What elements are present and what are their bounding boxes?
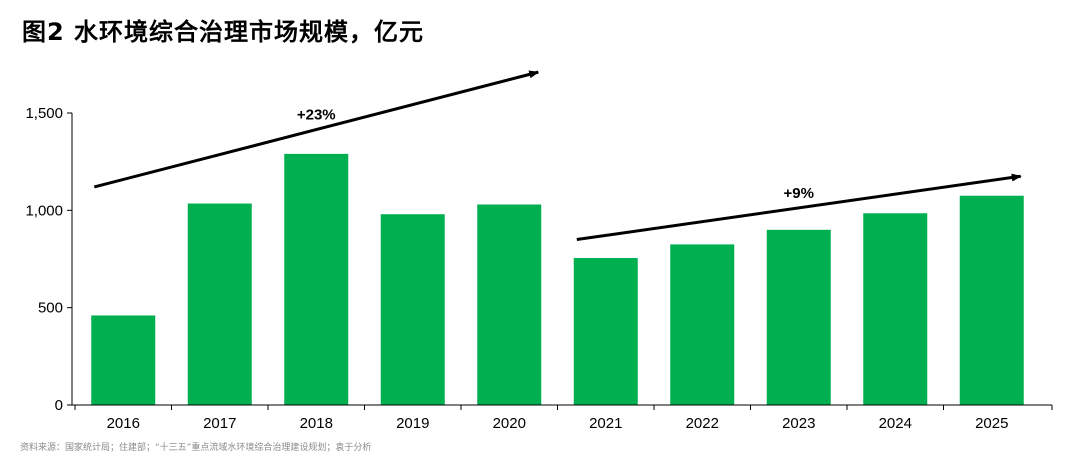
bar-2019 [380,214,445,405]
y-tick-label: 0 [55,397,63,414]
x-tick-label: 2018 [300,415,333,432]
x-tick-label: 2023 [782,415,815,432]
x-tick-label: 2020 [493,415,526,432]
trend-arrow-1 [93,70,540,189]
bar-2022 [670,244,735,405]
bar-2024 [863,213,928,405]
bar-2017 [187,203,252,405]
annotations-group: +23% +9% [93,70,1022,242]
x-tick-label: 2022 [686,415,719,432]
x-tick-label: 2019 [396,415,429,432]
y-tick-label: 1,500 [25,105,63,122]
chart-title: 图2 水环境综合治理市场规模，亿元 [22,18,425,46]
x-tick-label: 2025 [975,415,1008,432]
bar-2025 [959,195,1024,405]
bar-2021 [573,258,638,405]
bar-2020 [477,204,542,405]
x-tick-label: 2016 [107,415,140,432]
x-tick-label: 2017 [203,415,236,432]
y-tick-label: 1,000 [25,202,63,219]
bars-group [91,153,1024,405]
bar-2023 [766,229,831,405]
x-tick-label: 2021 [589,415,622,432]
y-axis: 0 500 1,000 1,500 [25,105,73,414]
x-tick-label: 2024 [879,415,912,432]
x-axis: 2016 2017 2018 2019 2020 2021 2022 2023 2024 2025 [72,404,1053,432]
source-note: 资料来源：国家统计局；住建部；“十三五”重点流域水环境综合治理建设规划；袁于分析 [20,443,372,453]
bar-2018 [284,153,349,405]
growth-label-2: +9% [784,185,814,202]
growth-label-1: +23% [297,107,336,124]
trend-arrow-2 [576,173,1022,242]
bar-2016 [91,315,156,405]
y-tick-label: 500 [38,300,63,317]
